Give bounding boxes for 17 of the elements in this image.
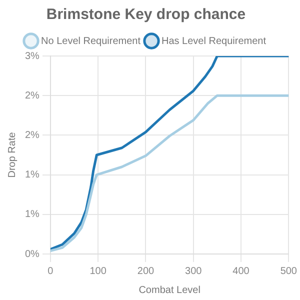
x-axis-title: Combat Level	[138, 284, 200, 296]
y-tick-label: 3%	[25, 50, 40, 62]
y-tick-label: 1%	[25, 209, 40, 220]
y-tick-label: 0%	[25, 248, 40, 260]
y-tick-label: 1%	[25, 170, 40, 181]
y-tick-label: 2%	[25, 130, 40, 141]
x-tick-label: 100	[90, 266, 107, 277]
x-tick-label: 500	[280, 266, 298, 277]
x-tick-label: 200	[137, 266, 155, 277]
x-tick-label: 0	[48, 266, 54, 277]
x-tick-label: 300	[185, 266, 202, 277]
x-tick-label: 400	[232, 266, 250, 277]
legend-label: No Level Requirement	[41, 36, 141, 47]
chart-title: Brimstone Key drop chance	[46, 6, 246, 24]
y-axis-title: Drop Rate	[6, 132, 18, 178]
legend-label: Has Level Requirement	[162, 36, 266, 47]
y-tick-label: 2%	[25, 90, 40, 102]
